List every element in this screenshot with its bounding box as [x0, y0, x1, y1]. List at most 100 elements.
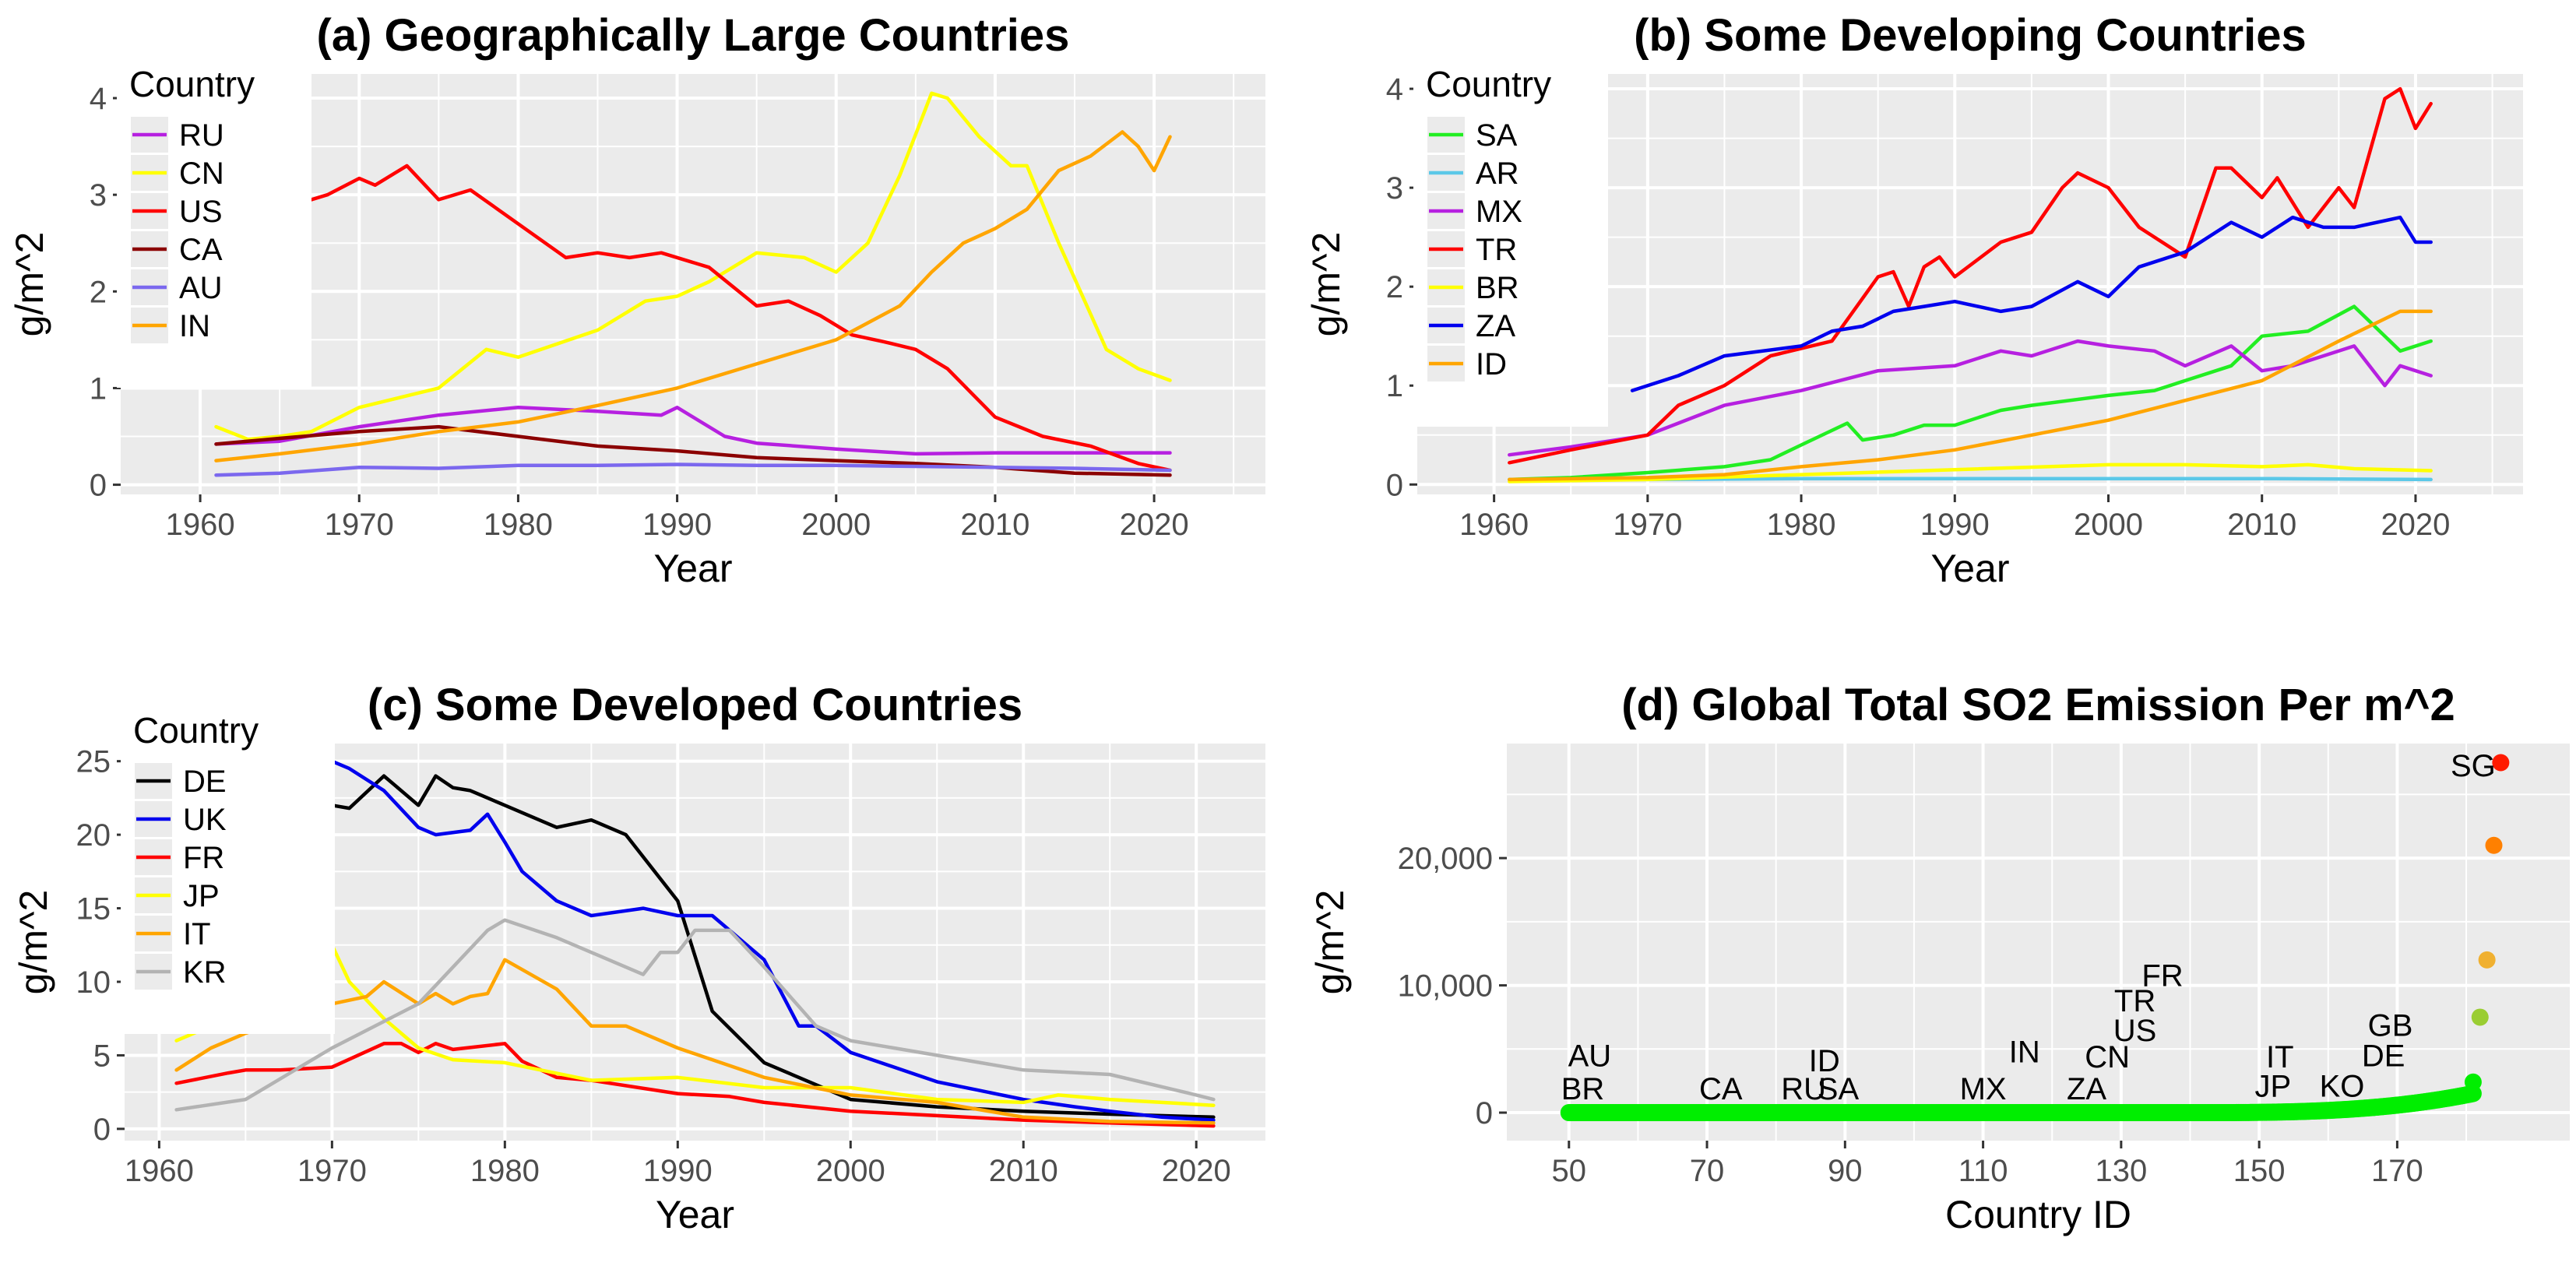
legend-label-US: US [179, 195, 223, 229]
x-tick-label: 2020 [2381, 508, 2450, 542]
y-tick-label: 2 [1386, 270, 1403, 304]
series-line-BR [1508, 462, 2433, 484]
y-tick-label: 1 [90, 371, 107, 406]
y-tick-label: 4 [90, 82, 107, 116]
y-tick-label: 0 [1386, 468, 1403, 502]
x-tick-label: 90 [1828, 1154, 1863, 1188]
x-tick-label: 2020 [1120, 508, 1189, 542]
x-axis-title: Year [656, 1193, 734, 1236]
chart-title: (b) Some Developing Countries [1634, 10, 2307, 61]
point-label-SA: SA [1818, 1072, 1860, 1106]
chart-panel-b: 1960 1970 1980 1990 2000 2010 2020 0 1 2 3 4 (b) Som… [1304, 10, 2523, 590]
chart-panel-a: 1960 1970 1980 1990 2000 2010 2020 0 1 2 3 4 (a) Geo… [8, 10, 1265, 590]
legend-label-MX: MX [1476, 195, 1522, 229]
legend-title: Country [133, 710, 259, 751]
legend-label-IT: IT [183, 917, 211, 951]
legend-label-DE: DE [183, 765, 227, 799]
series-line-IT [174, 958, 1216, 1125]
legend-title: Country [1426, 64, 1551, 104]
x-tick-label: 2000 [801, 508, 871, 542]
point-label-US: US [2113, 1014, 2157, 1048]
y-tick-label: 5 [93, 1039, 111, 1073]
legend-label-BR: BR [1476, 271, 1519, 305]
point-label-ID: ID [1809, 1044, 1840, 1078]
y-tick-label: 10 [76, 965, 111, 1000]
legend-label-TR: TR [1476, 233, 1517, 267]
x-tick-label: 1970 [297, 1154, 367, 1188]
point-label-MX: MX [1960, 1072, 2007, 1106]
legend-label-SA: SA [1476, 118, 1518, 153]
y-axis-title: g/m^2 [1308, 890, 1352, 995]
chart-title: (a) Geographically Large Countries [317, 10, 1070, 61]
series-line-ID [1508, 309, 2433, 482]
y-tick-label: 2 [90, 275, 107, 309]
legend-label-KR: KR [183, 955, 227, 990]
y-tick-label: 0 [93, 1113, 111, 1147]
legend: Country DE UK FR JP IT KR [121, 709, 335, 1034]
x-tick-label: 1960 [125, 1154, 194, 1188]
data-layer [214, 91, 1172, 477]
point-label-TR: TR [2114, 984, 2155, 1018]
x-tick-label: 2010 [989, 1154, 1058, 1188]
point-label-JP: JP [2255, 1070, 2292, 1104]
point-label-DE: DE [2362, 1039, 2405, 1073]
series-line-SA [1508, 304, 2433, 482]
y-tick-label: 4 [1386, 72, 1403, 107]
y-tick-label: 0 [1476, 1096, 1493, 1131]
legend-label-JP: JP [183, 879, 220, 913]
y-tick-label: 25 [76, 745, 111, 779]
scatter-point [2492, 754, 2510, 772]
x-tick-label: 1990 [1920, 508, 1990, 542]
legend-title: Country [129, 64, 255, 104]
series-line-US [214, 164, 1172, 473]
legend-label-ID: ID [1476, 347, 1507, 382]
series-line-UK [174, 759, 1216, 1122]
series-line-RU [214, 406, 1172, 456]
chart-title: (d) Global Total SO2 Emission Per m^2 [1621, 680, 2455, 730]
legend-label-FR: FR [183, 841, 224, 875]
point-label-AU: AU [1568, 1039, 1612, 1073]
x-tick-label: 150 [2233, 1154, 2286, 1188]
x-tick-label: 1990 [643, 1154, 713, 1188]
x-tick-label: 2000 [2074, 508, 2143, 542]
x-tick-label: 110 [1958, 1154, 2008, 1188]
legend-label-RU: RU [179, 118, 224, 153]
scatter-point [2464, 1073, 2482, 1091]
series-line-KR [174, 918, 1216, 1112]
series-line-CN [214, 91, 1172, 441]
legend-label-ZA: ZA [1476, 309, 1515, 343]
series-line-TR [1508, 86, 2433, 465]
point-label-IN: IN [2009, 1036, 2040, 1070]
y-axis-title: g/m^2 [12, 890, 55, 995]
x-tick-label: 130 [2095, 1154, 2147, 1188]
x-tick-label: 2010 [960, 508, 1029, 542]
series-line-DE [174, 774, 1216, 1120]
y-tick-label: 0 [90, 469, 107, 503]
point-label-BR: BR [1561, 1072, 1605, 1106]
y-axis-title: g/m^2 [1304, 232, 1348, 337]
chart-panel-c: 1960 1970 1980 1990 2000 2010 2020 0 5 10 15 20 25 (c… [12, 680, 1265, 1236]
point-label-RU: RU [1781, 1072, 1826, 1106]
series-line-MX [1508, 339, 2433, 457]
point-label-CA: CA [1699, 1072, 1743, 1106]
x-axis-title: Year [1930, 547, 2009, 590]
x-tick-label: 2000 [816, 1154, 885, 1188]
x-tick-label: 1980 [484, 508, 553, 542]
scatter-point [2478, 951, 2496, 969]
y-tick-label: 20,000 [1398, 842, 1493, 876]
scatter-point [2485, 836, 2503, 854]
legend-label-AU: AU [179, 271, 223, 305]
series-line-IN [214, 130, 1172, 462]
series-line-ZA [1630, 215, 2433, 392]
y-tick-label: 1 [1386, 369, 1403, 403]
x-tick-label: 1980 [1767, 508, 1836, 542]
x-tick-label: 50 [1552, 1154, 1587, 1188]
series-line-FR [174, 1042, 1216, 1128]
legend-label-AR: AR [1476, 156, 1519, 191]
legend-label-UK: UK [183, 803, 227, 837]
x-tick-label: 170 [2371, 1154, 2423, 1188]
x-tick-label: 70 [1690, 1154, 1725, 1188]
chart-title: (c) Some Developed Countries [368, 680, 1022, 730]
